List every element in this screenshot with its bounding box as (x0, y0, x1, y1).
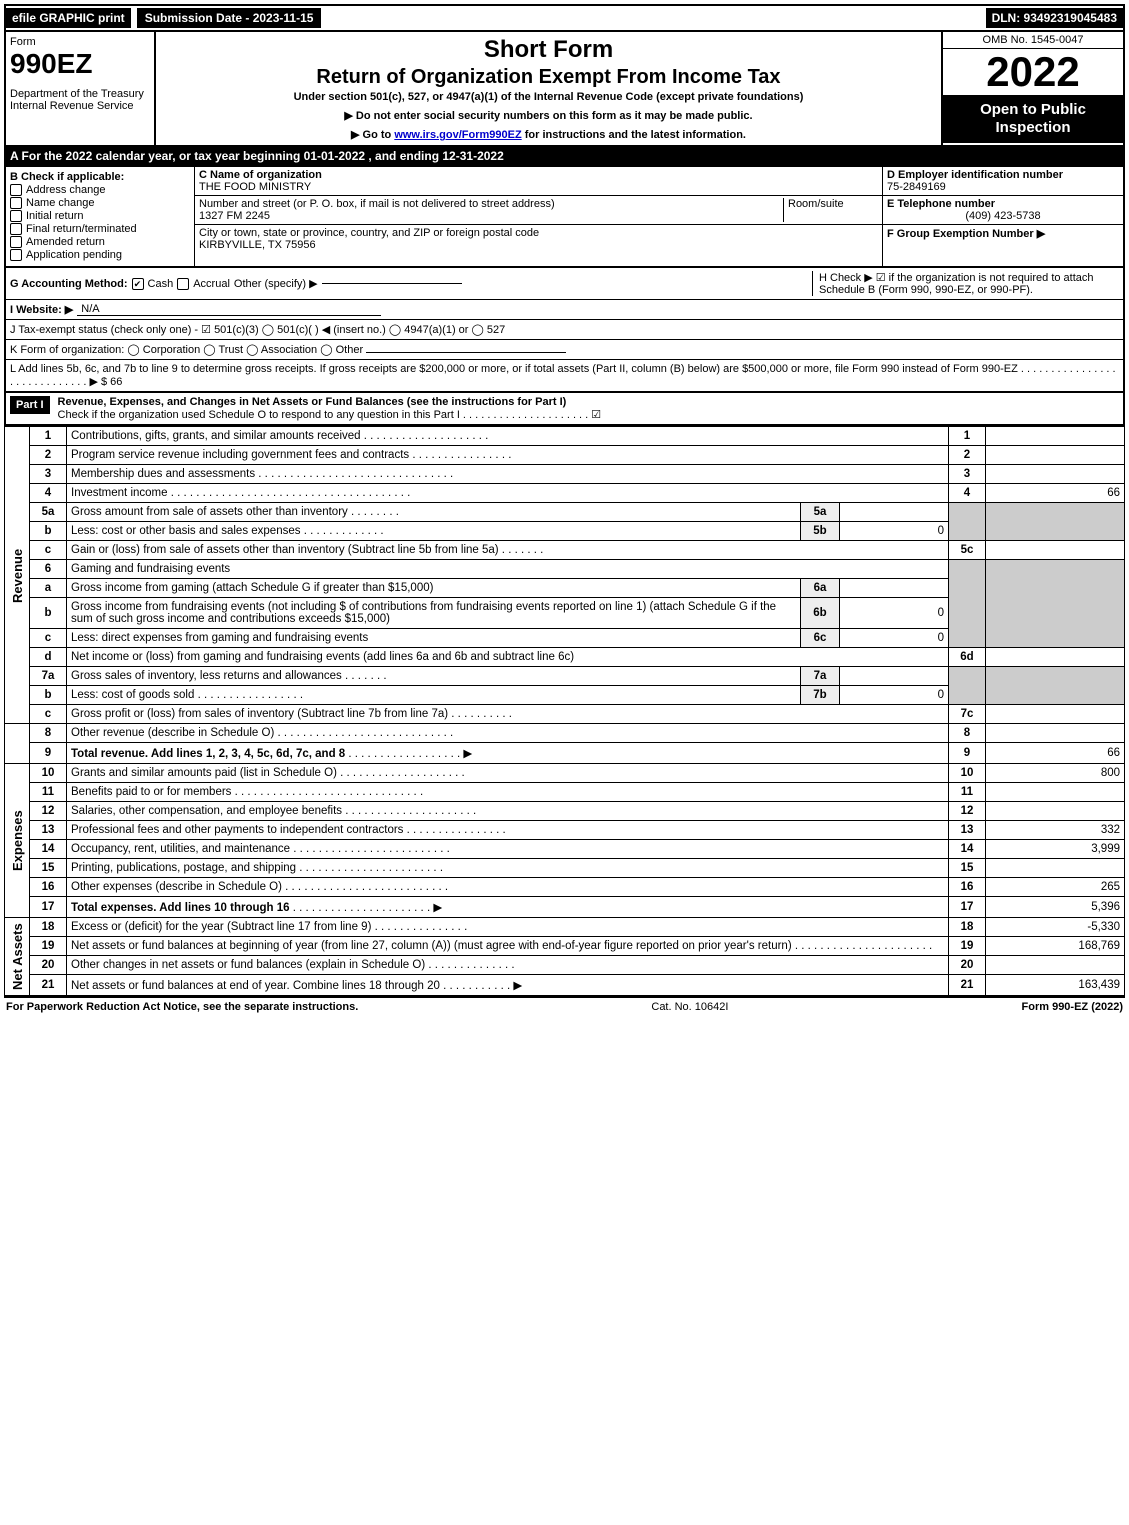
ein-value: 75-2849169 (887, 181, 1119, 193)
section-a: A For the 2022 calendar year, or tax yea… (4, 147, 1125, 167)
line-7c: c Gross profit or (loss) from sales of i… (5, 705, 1125, 724)
line-14: 14 Occupancy, rent, utilities, and maint… (5, 840, 1125, 859)
row-k: K Form of organization: ◯ Corporation ◯ … (6, 340, 1123, 360)
line-13: 13 Professional fees and other payments … (5, 821, 1125, 840)
header-right: OMB No. 1545-0047 2022 Open to Public In… (941, 32, 1123, 145)
chk-address[interactable]: Address change (10, 184, 190, 196)
other-input[interactable] (322, 283, 462, 284)
line-4: 4 Investment income . . . . . . . . . . … (5, 484, 1125, 503)
org-info-block: B Check if applicable: Address change Na… (4, 167, 1125, 268)
open-inspection: Open to Public Inspection (943, 95, 1123, 143)
part1-title: Revenue, Expenses, and Changes in Net As… (58, 396, 567, 408)
tel-value: (409) 423-5738 (887, 210, 1119, 222)
line-15: 15 Printing, publications, postage, and … (5, 859, 1125, 878)
section-c: C Name of organization THE FOOD MINISTRY… (195, 167, 882, 266)
line-9: 9 Total revenue. Add lines 1, 2, 3, 4, 5… (5, 743, 1125, 764)
row-i: I Website: ▶ N/A (6, 300, 1123, 320)
under-section: Under section 501(c), 527, or 4947(a)(1)… (160, 91, 937, 103)
line-6d: d Net income or (loss) from gaming and f… (5, 648, 1125, 667)
city-label: City or town, state or province, country… (199, 227, 878, 239)
org-name: THE FOOD MINISTRY (199, 181, 878, 193)
k-other-input[interactable] (366, 352, 566, 353)
line-2: 2 Program service revenue including gove… (5, 446, 1125, 465)
row-l: L Add lines 5b, 6c, and 7b to line 9 to … (6, 360, 1123, 391)
side-revenue: Revenue (5, 427, 30, 724)
row-j: J Tax-exempt status (check only one) - ☑… (6, 320, 1123, 340)
chk-cash[interactable] (132, 278, 144, 290)
addr-label: Number and street (or P. O. box, if mail… (199, 198, 783, 210)
tel-label: E Telephone number (887, 198, 1119, 210)
short-form-title: Short Form (160, 36, 937, 64)
efile-label: efile GRAPHIC print (6, 8, 131, 28)
i-label: I Website: ▶ (10, 303, 73, 316)
line-12: 12 Salaries, other compensation, and emp… (5, 802, 1125, 821)
return-title: Return of Organization Exempt From Incom… (160, 66, 937, 89)
note-goto: ▶ Go to www.irs.gov/Form990EZ for instru… (160, 128, 937, 141)
line-5c: c Gain or (loss) from sale of assets oth… (5, 541, 1125, 560)
top-bar: efile GRAPHIC print Submission Date - 20… (4, 4, 1125, 32)
header-mid: Short Form Return of Organization Exempt… (156, 32, 941, 145)
ein-label: D Employer identification number (887, 169, 1119, 181)
irs-link[interactable]: www.irs.gov/Form990EZ (394, 129, 521, 141)
part1-header-row: Part I Revenue, Expenses, and Changes in… (4, 393, 1125, 426)
website-value: N/A (77, 303, 381, 316)
footer-left: For Paperwork Reduction Act Notice, see … (6, 1001, 358, 1013)
omb-number: OMB No. 1545-0047 (943, 32, 1123, 49)
lines-table: Revenue 1 Contributions, gifts, grants, … (4, 426, 1125, 996)
row-h: H Check ▶ ☑ if the organization is not r… (812, 271, 1119, 296)
section-b: B Check if applicable: Address change Na… (6, 167, 195, 266)
part1-label: Part I (10, 396, 50, 414)
section-d: D Employer identification number 75-2849… (882, 167, 1123, 266)
line-3: 3 Membership dues and assessments . . . … (5, 465, 1125, 484)
note-ssn: ▶ Do not enter social security numbers o… (160, 109, 937, 122)
chk-name[interactable]: Name change (10, 197, 190, 209)
c-name-label: C Name of organization (199, 169, 878, 181)
line-10: Expenses 10 Grants and similar amounts p… (5, 764, 1125, 783)
line-20: 20 Other changes in net assets or fund b… (5, 956, 1125, 975)
form-label: Form (10, 36, 150, 48)
dln-label: DLN: 93492319045483 (986, 8, 1123, 28)
b-title: B Check if applicable: (10, 171, 190, 183)
org-address: 1327 FM 2245 (199, 210, 783, 222)
letter-rows: G Accounting Method: Cash Accrual Other … (4, 268, 1125, 393)
form-number: 990EZ (10, 48, 150, 80)
chk-amended[interactable]: Amended return (10, 236, 190, 248)
line-21: 21 Net assets or fund balances at end of… (5, 975, 1125, 996)
g-label: G Accounting Method: (10, 278, 128, 290)
part1-check: Check if the organization used Schedule … (58, 409, 602, 421)
f-label: F Group Exemption Number ▶ (887, 227, 1119, 240)
side-net: Net Assets (5, 918, 30, 996)
chk-initial[interactable]: Initial return (10, 210, 190, 222)
line-5a: 5a Gross amount from sale of assets othe… (5, 503, 1125, 522)
line-17: 17 Total expenses. Add lines 10 through … (5, 897, 1125, 918)
chk-pending[interactable]: Application pending (10, 249, 190, 261)
line-11: 11 Benefits paid to or for members . . .… (5, 783, 1125, 802)
submission-date: Submission Date - 2023-11-15 (135, 6, 324, 30)
header-left: Form 990EZ Department of the Treasury In… (6, 32, 156, 145)
chk-final[interactable]: Final return/terminated (10, 223, 190, 235)
footer-right: Form 990-EZ (2022) (1022, 1001, 1123, 1013)
footer-mid: Cat. No. 10642I (651, 1001, 728, 1013)
line-16: 16 Other expenses (describe in Schedule … (5, 878, 1125, 897)
row-g-h: G Accounting Method: Cash Accrual Other … (6, 268, 1123, 300)
side-expenses: Expenses (5, 764, 30, 918)
line-18: Net Assets 18 Excess or (deficit) for th… (5, 918, 1125, 937)
room-label: Room/suite (783, 198, 878, 222)
chk-accrual[interactable] (177, 278, 189, 290)
page-footer: For Paperwork Reduction Act Notice, see … (4, 996, 1125, 1016)
line-1: Revenue 1 Contributions, gifts, grants, … (5, 427, 1125, 446)
form-header: Form 990EZ Department of the Treasury In… (4, 32, 1125, 147)
tax-year: 2022 (943, 49, 1123, 95)
irs-label: Internal Revenue Service (10, 100, 150, 112)
org-city: KIRBYVILLE, TX 75956 (199, 239, 878, 251)
line-6: 6 Gaming and fundraising events (5, 560, 1125, 579)
line-19: 19 Net assets or fund balances at beginn… (5, 937, 1125, 956)
dept-label: Department of the Treasury (10, 88, 150, 100)
line-8: 8 Other revenue (describe in Schedule O)… (5, 724, 1125, 743)
line-7a: 7a Gross sales of inventory, less return… (5, 667, 1125, 686)
